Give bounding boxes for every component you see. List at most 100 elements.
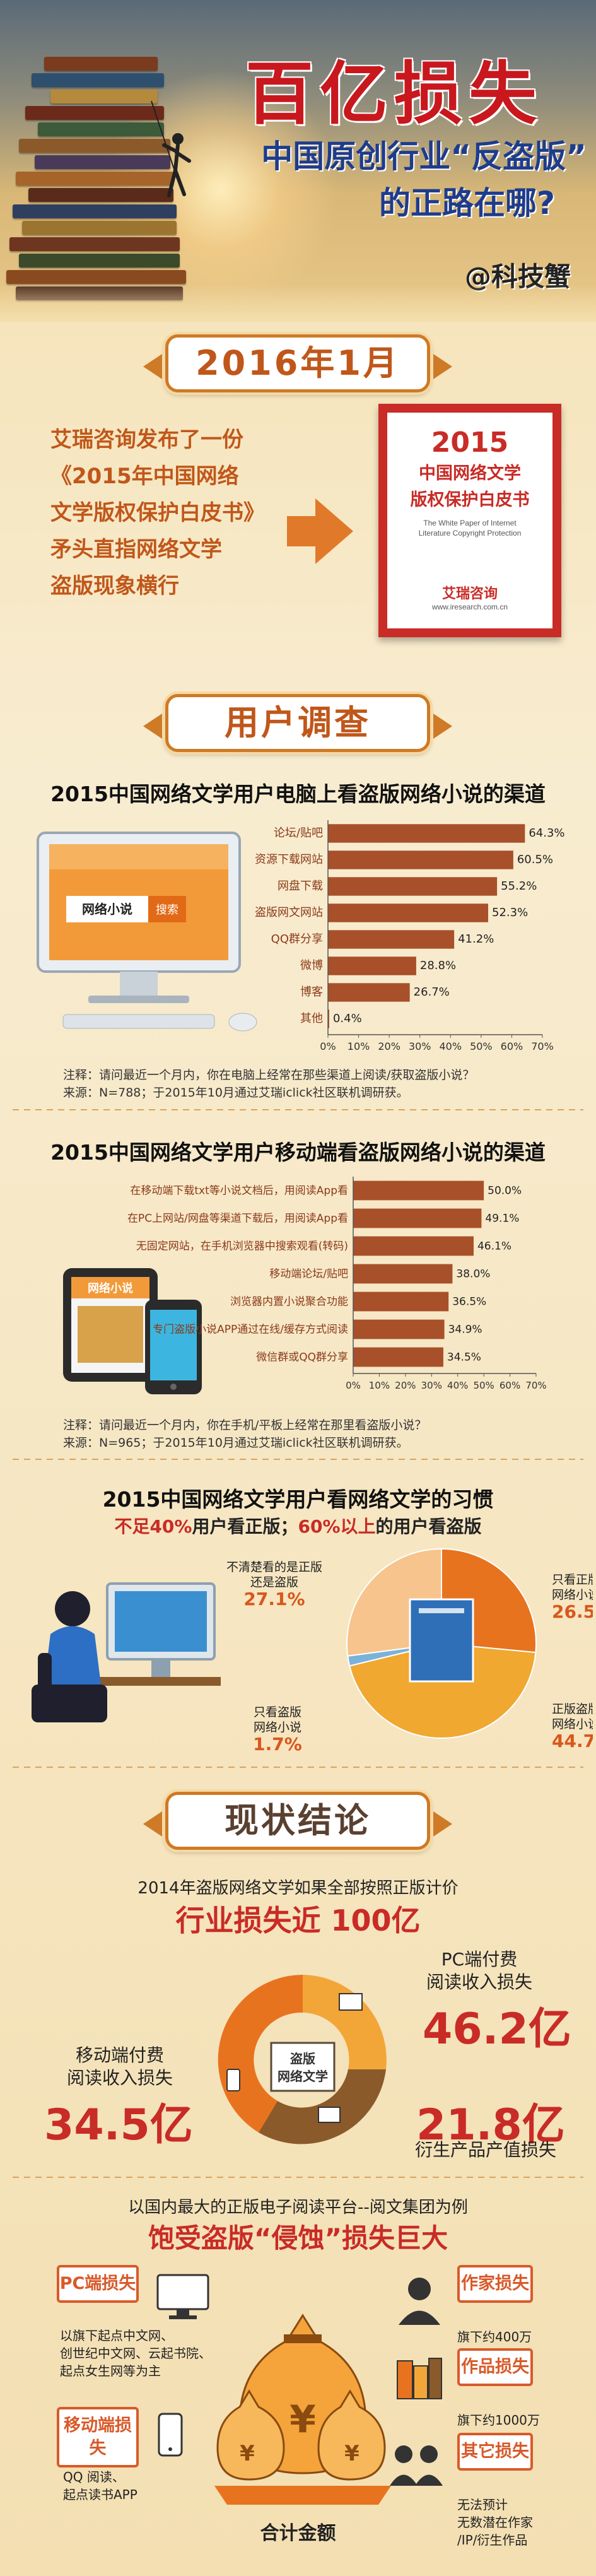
intro-line-4: 矛头直指网络文学 bbox=[50, 537, 222, 562]
pie-slice-value: 1.7% bbox=[253, 1734, 302, 1754]
mobile-app-label: 网络小说 bbox=[88, 1281, 133, 1295]
intro-line-3: 文学版权保护白皮书》 bbox=[50, 500, 265, 526]
chart1-note-2: 来源：N=788；于2015年10月通过艾瑞iclick社区联机调研获。 bbox=[63, 1086, 409, 1100]
whitepaper-url: www.iresearch.com.cn bbox=[431, 603, 508, 611]
chart2-title: 2015中国网络文学用户移动端看盗版网络小说的渠道 bbox=[50, 1140, 546, 1165]
x-tick-label: 10% bbox=[369, 1380, 390, 1391]
bar bbox=[328, 930, 455, 949]
pie-slice-label: 正版盗版 bbox=[552, 1702, 593, 1716]
hero-title: 百亿损失 bbox=[245, 55, 543, 134]
bar bbox=[353, 1264, 453, 1284]
divider bbox=[13, 1109, 583, 1110]
bar-category-label: 盗版网文网站 bbox=[255, 906, 323, 919]
pc-search-input: 网络小说 bbox=[82, 902, 132, 917]
hero-subtitle-line2: 的正路在哪? bbox=[378, 185, 555, 221]
bar-category-label: 网盘下载 bbox=[278, 879, 323, 893]
x-tick-label: 20% bbox=[378, 1040, 400, 1052]
whitepaper-en-1: The White Paper of Internet bbox=[423, 519, 517, 527]
bar-value-label: 41.2% bbox=[458, 932, 494, 946]
bar-category-label: 移动端论坛/贴吧 bbox=[269, 1267, 348, 1280]
x-tick-label: 50% bbox=[473, 1380, 494, 1391]
chart3-title: 2015中国网络文学用户看网络文学的习惯 bbox=[102, 1487, 494, 1512]
whitepaper-title-1: 中国网络文学 bbox=[419, 464, 521, 483]
bar-category-label: 资源下载网站 bbox=[255, 853, 323, 866]
bar bbox=[328, 1009, 329, 1028]
x-tick-label: 70% bbox=[531, 1040, 554, 1052]
bar-category-label: 微博 bbox=[300, 959, 323, 972]
svg-text:¥: ¥ bbox=[289, 2397, 316, 2442]
tablet-phone-icon: 网络小说 bbox=[63, 1268, 202, 1394]
x-tick-label: 30% bbox=[409, 1040, 431, 1052]
derived-loss-label: 衍生产品产值损失 bbox=[414, 2139, 556, 2160]
total-label: 合计金额 bbox=[260, 2522, 336, 2544]
book-icon-line bbox=[419, 1608, 464, 1613]
mobile-loss-tag: 移动端损失 bbox=[57, 2407, 139, 2467]
whitepaper-cover: 2015 中国网络文学 版权保护白皮书 The White Paper of I… bbox=[378, 404, 561, 637]
pc-loss-value: 46.2亿 bbox=[423, 2004, 571, 2054]
author-loss-tag: 作家损失 bbox=[457, 2265, 533, 2303]
hero-banner: 百亿损失 中国原创行业“反盗版” 的正路在哪? @科技蟹 bbox=[0, 0, 596, 322]
other-loss-tag: 其它损失 bbox=[457, 2433, 533, 2471]
x-tick-label: 60% bbox=[500, 1380, 520, 1391]
bar-value-label: 38.0% bbox=[456, 1267, 490, 1280]
whitepaper-brand: 艾瑞咨询 bbox=[441, 586, 498, 602]
smartphone-icon bbox=[158, 2413, 183, 2457]
divider bbox=[13, 2177, 583, 2178]
desktop-icon bbox=[156, 2274, 209, 2319]
pie-slice-value: 27.1% bbox=[243, 1589, 305, 1609]
bar bbox=[328, 903, 489, 922]
bar-value-label: 0.4% bbox=[333, 1012, 362, 1025]
whitepaper-title-2: 版权保护白皮书 bbox=[410, 490, 530, 510]
bar-value-label: 49.1% bbox=[485, 1212, 519, 1225]
loss-ring-diagram: 盗版 网络文学 bbox=[218, 1975, 387, 2144]
bar-category-label: 论坛/贴吧 bbox=[274, 826, 323, 840]
center-label-1: 盗版 bbox=[290, 2051, 315, 2066]
bar-category-label: 微信群或QQ群分享 bbox=[256, 1351, 348, 1363]
chart1-bar-chart: 论坛/贴吧 64.3% 资源下载网站 60.5% 网盘下载 55.2% 盗版网文网站 52.3… bbox=[255, 820, 565, 1052]
product-icon bbox=[318, 2107, 341, 2123]
bar-value-label: 26.7% bbox=[414, 985, 450, 999]
bar-category-label: 无固定网站，在手机浏览器中搜索观看(转码) bbox=[136, 1240, 348, 1252]
bar-value-label: 34.5% bbox=[447, 1351, 481, 1363]
bar bbox=[328, 956, 416, 975]
works-loss-tag: 作品损失 bbox=[457, 2348, 533, 2386]
money-bags-illustration: ¥ ¥ ¥ bbox=[214, 2314, 391, 2505]
bar-value-label: 60.5% bbox=[517, 853, 553, 866]
x-tick-label: 70% bbox=[525, 1380, 546, 1391]
pie-slice bbox=[349, 1642, 537, 1739]
pie-slice-label: 网络小说 bbox=[254, 1720, 301, 1734]
x-tick-label: 0% bbox=[320, 1040, 336, 1052]
climber-icon bbox=[151, 101, 191, 197]
intro-text-block: 艾瑞咨询发布了一份 《2015年中国网络 文学版权保护白皮书》 矛头直指网络文学… bbox=[50, 421, 341, 604]
bar-value-label: 64.3% bbox=[529, 826, 564, 840]
works-loss-desc: 旗下约1000万 bbox=[457, 2413, 540, 2428]
x-tick-label: 20% bbox=[395, 1380, 416, 1391]
chart2-note-1: 注释：请问最近一个月内，你在手机/平板上经常在那里看盗版小说？ bbox=[63, 1418, 427, 1432]
pc-loss-label: PC端付费 阅读收入损失 bbox=[426, 1949, 532, 1992]
divider bbox=[13, 1459, 583, 1460]
bar-value-label: 55.2% bbox=[501, 879, 537, 893]
other-loss-desc: 无法预计 无数潜在作家 /IP/衍生作品 bbox=[457, 2497, 533, 2548]
person-at-computer-icon bbox=[32, 1582, 221, 1722]
x-tick-label: 50% bbox=[470, 1040, 493, 1052]
monitor-icon bbox=[339, 1993, 363, 2011]
divider bbox=[13, 1767, 583, 1768]
author-loss-desc: 旗下约400万 bbox=[457, 2329, 532, 2344]
date-banner: 2016年1月 bbox=[143, 334, 452, 392]
computer-icon: 网络小说 搜索 bbox=[37, 832, 257, 1032]
mobile-loss-value: 34.5亿 bbox=[44, 2100, 193, 2150]
intro-line-5: 盗版现象横行 bbox=[50, 573, 179, 599]
pc-search-button: 搜索 bbox=[156, 903, 178, 917]
bar-category-label: 在移动端下载txt等小说文档后，用阅读App看 bbox=[130, 1184, 348, 1197]
x-tick-label: 60% bbox=[501, 1040, 523, 1052]
bar bbox=[328, 824, 525, 843]
bar-category-label: 专门盗版小说APP通过在线/缓存方式阅读 bbox=[153, 1323, 348, 1336]
conclusion-line2: 行业损失近 100亿 bbox=[175, 1903, 421, 1938]
bar-value-label: 36.5% bbox=[452, 1295, 486, 1308]
pie-slice-label: 网络小说都看 bbox=[552, 1717, 593, 1731]
x-tick-label: 40% bbox=[440, 1040, 462, 1052]
bar-value-label: 28.8% bbox=[420, 959, 456, 972]
pie-slice-label: 还是盗版 bbox=[250, 1575, 298, 1589]
pie-slice-value: 26.5% bbox=[552, 1601, 593, 1622]
